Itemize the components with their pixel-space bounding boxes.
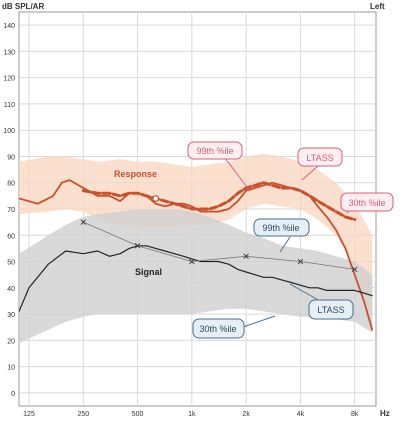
signal-ltass-line [82, 221, 356, 270]
response-label: Response [114, 169, 157, 179]
series-lines [19, 179, 374, 331]
marker-stroke [134, 243, 141, 249]
range-bands [19, 153, 373, 343]
y-tick-label: 110 [4, 102, 15, 109]
callout-99th-lower: 99th %ile [253, 218, 310, 237]
callout-99th-upper: 99th %ile [187, 141, 243, 160]
marker-stroke [189, 258, 195, 265]
signal-ltass-marker [189, 258, 195, 265]
svg-text:99th %ile: 99th %ile [196, 146, 233, 156]
x-tick-label: 250 [77, 411, 89, 418]
marker-stroke [243, 253, 249, 259]
signal-ltass-marker [351, 266, 358, 273]
y-tick-label: 90 [7, 154, 15, 161]
y-tick-labels: 0 10 20 30 40 50 60 70 80 90 100 110 120 130 140 [3, 23, 15, 398]
response-ltass-marker [152, 195, 160, 202]
signal-range-band [19, 209, 373, 343]
y-tick-label: 50 [7, 260, 15, 267]
x-tick-label: 4k [297, 411, 305, 418]
marker-stroke [351, 266, 358, 273]
callout-30th-lower: 30th %ile [192, 318, 245, 339]
signal-ltass-marker [134, 243, 141, 249]
signal-line [19, 245, 373, 312]
x-tick-labels: 125 250 500 1k 2k 4k 8k [23, 411, 359, 418]
y-tick-label: 120 [3, 76, 15, 83]
y-tick-label: 30 [7, 312, 15, 319]
signal-ltass-marker [297, 258, 304, 265]
signal-label: Signal [135, 267, 162, 277]
y-tick-label: 100 [3, 128, 15, 135]
y-tick-label: 140 [3, 23, 15, 30]
y-tick-label: 70 [7, 207, 15, 214]
ear-label: Left [370, 2, 385, 11]
callout-ltass-upper: LTASS [297, 147, 343, 167]
y-tick-label: 80 [7, 181, 15, 188]
svg-text:LTASS: LTASS [317, 305, 344, 315]
x-tick-label: 500 [132, 411, 144, 418]
y-tick-label: 60 [7, 233, 15, 240]
marker-stroke [80, 219, 87, 225]
y-tick-label: 20 [7, 338, 15, 345]
svg-text:30th %ile: 30th %ile [348, 198, 385, 208]
x-tick-label: 125 [23, 411, 35, 418]
callout-ltass-lower: LTASS [308, 299, 354, 320]
marker-stroke [297, 258, 304, 265]
x-tick-label: 8k [351, 411, 359, 418]
svg-text:LTASS: LTASS [306, 153, 333, 163]
series-markers [80, 195, 358, 273]
svg-text:30th %ile: 30th %ile [199, 324, 236, 334]
x-tick-label: 2k [242, 411, 250, 418]
y-tick-label: 40 [7, 286, 15, 293]
response-ltass-line [81, 181, 357, 221]
y-tick-label: 130 [3, 49, 15, 56]
callout-30th-upper: 30th %ile [340, 192, 394, 212]
signal-ltass-marker [80, 219, 87, 225]
y-tick-label: 0 [11, 391, 15, 398]
y-tick-label: 10 [7, 365, 15, 372]
response-range-band [19, 153, 373, 330]
x-tick-label: 1k [188, 411, 196, 418]
signal-ltass-marker [243, 253, 249, 259]
svg-text:99th %ile: 99th %ile [262, 223, 299, 233]
y-axis-label: dB SPL/AR [2, 2, 44, 11]
response-line [19, 179, 374, 331]
x-axis-unit: Hz [380, 409, 390, 418]
